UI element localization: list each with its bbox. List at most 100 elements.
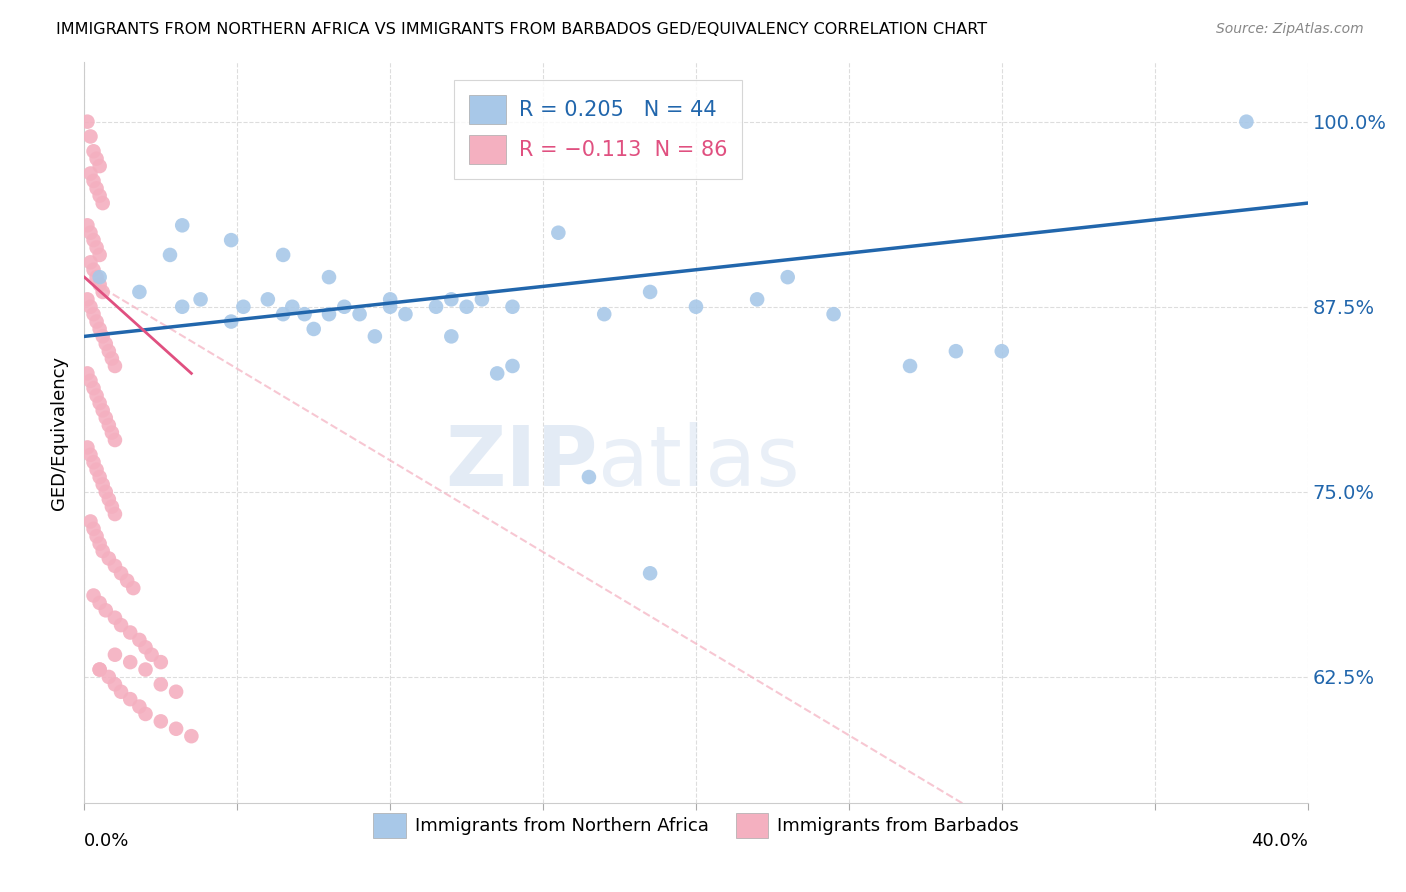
Point bbox=[394, 307, 416, 321]
Point bbox=[380, 300, 402, 314]
Point bbox=[141, 648, 163, 662]
Point bbox=[97, 551, 120, 566]
Point bbox=[97, 344, 120, 359]
Point bbox=[578, 470, 600, 484]
Point bbox=[86, 241, 108, 255]
Point bbox=[349, 307, 371, 321]
Point bbox=[471, 293, 494, 307]
Point bbox=[83, 262, 105, 277]
Legend: Immigrants from Northern Africa, Immigrants from Barbados: Immigrants from Northern Africa, Immigra… bbox=[366, 805, 1026, 846]
Point bbox=[271, 307, 294, 321]
Point bbox=[172, 300, 194, 314]
Point bbox=[149, 714, 172, 729]
Point bbox=[97, 670, 120, 684]
Point bbox=[159, 248, 181, 262]
Point bbox=[83, 307, 105, 321]
Point bbox=[94, 410, 117, 425]
Point bbox=[135, 663, 157, 677]
Point bbox=[110, 685, 132, 699]
Point bbox=[318, 307, 340, 321]
Text: ZIP: ZIP bbox=[446, 422, 598, 503]
Point bbox=[83, 174, 105, 188]
Point bbox=[547, 226, 569, 240]
Text: Source: ZipAtlas.com: Source: ZipAtlas.com bbox=[1216, 22, 1364, 37]
Point bbox=[486, 367, 509, 381]
Point bbox=[294, 307, 316, 321]
Point bbox=[83, 381, 105, 395]
Point bbox=[502, 359, 524, 373]
Point bbox=[101, 351, 124, 366]
Point bbox=[76, 367, 98, 381]
Point bbox=[104, 359, 127, 373]
Point bbox=[747, 293, 769, 307]
Point bbox=[120, 692, 142, 706]
Point bbox=[86, 181, 108, 195]
Point bbox=[110, 618, 132, 632]
Point bbox=[79, 255, 101, 269]
Point bbox=[257, 293, 280, 307]
Point bbox=[425, 300, 447, 314]
Point bbox=[115, 574, 138, 588]
Point bbox=[638, 566, 661, 581]
Point bbox=[94, 484, 117, 499]
Point bbox=[190, 293, 212, 307]
Point bbox=[128, 285, 150, 299]
Point bbox=[97, 492, 120, 507]
Point bbox=[104, 677, 127, 691]
Text: atlas: atlas bbox=[598, 422, 800, 503]
Point bbox=[86, 389, 108, 403]
Point bbox=[165, 685, 187, 699]
Point bbox=[333, 300, 356, 314]
Point bbox=[776, 270, 799, 285]
Point bbox=[91, 544, 114, 558]
Point bbox=[101, 500, 124, 514]
Point bbox=[83, 233, 105, 247]
Point bbox=[91, 477, 114, 491]
Point bbox=[79, 515, 101, 529]
Point bbox=[440, 293, 463, 307]
Text: 40.0%: 40.0% bbox=[1251, 832, 1308, 850]
Point bbox=[94, 603, 117, 617]
Point bbox=[149, 655, 172, 669]
Point bbox=[76, 219, 98, 233]
Point bbox=[83, 455, 105, 469]
Point bbox=[120, 625, 142, 640]
Point bbox=[128, 632, 150, 647]
Point bbox=[83, 145, 105, 159]
Point bbox=[593, 307, 616, 321]
Point bbox=[83, 589, 105, 603]
Point bbox=[302, 322, 325, 336]
Point bbox=[945, 344, 967, 359]
Point bbox=[502, 300, 524, 314]
Point bbox=[104, 611, 127, 625]
Point bbox=[86, 315, 108, 329]
Point bbox=[89, 188, 111, 202]
Point bbox=[104, 648, 127, 662]
Point bbox=[86, 270, 108, 285]
Point bbox=[91, 285, 114, 299]
Point bbox=[638, 285, 661, 299]
Point bbox=[91, 196, 114, 211]
Point bbox=[110, 566, 132, 581]
Point bbox=[165, 722, 187, 736]
Point bbox=[149, 677, 172, 691]
Point bbox=[91, 329, 114, 343]
Point bbox=[456, 300, 478, 314]
Point bbox=[79, 226, 101, 240]
Point bbox=[135, 706, 157, 721]
Point bbox=[83, 522, 105, 536]
Point bbox=[79, 448, 101, 462]
Point bbox=[76, 114, 98, 128]
Point bbox=[180, 729, 202, 743]
Point bbox=[898, 359, 921, 373]
Point bbox=[89, 596, 111, 610]
Point bbox=[120, 655, 142, 669]
Y-axis label: GED/Equivalency: GED/Equivalency bbox=[51, 356, 69, 509]
Text: IMMIGRANTS FROM NORTHERN AFRICA VS IMMIGRANTS FROM BARBADOS GED/EQUIVALENCY CORR: IMMIGRANTS FROM NORTHERN AFRICA VS IMMIG… bbox=[56, 22, 987, 37]
Point bbox=[104, 558, 127, 573]
Point bbox=[86, 529, 108, 543]
Point bbox=[823, 307, 845, 321]
Point bbox=[94, 336, 117, 351]
Point bbox=[89, 277, 111, 292]
Point bbox=[79, 129, 101, 144]
